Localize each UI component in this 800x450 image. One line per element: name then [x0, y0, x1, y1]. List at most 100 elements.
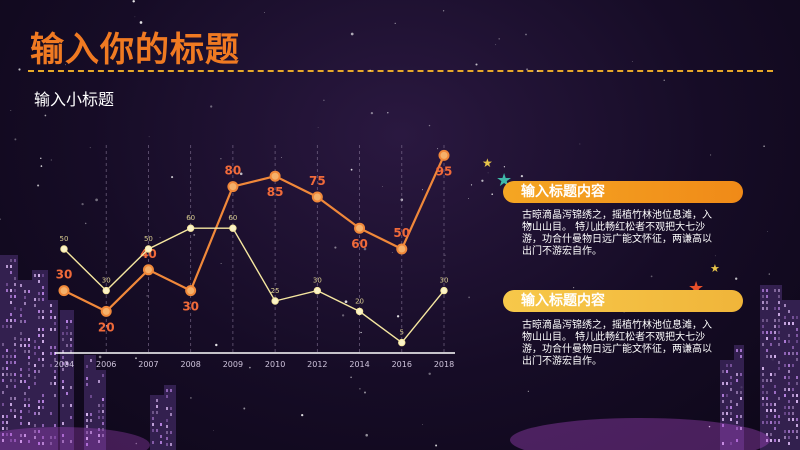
building-window [6, 265, 8, 268]
building-window [6, 349, 8, 352]
star-dot [108, 99, 110, 102]
building-window [10, 403, 12, 406]
star-dot [526, 68, 529, 71]
building-window [54, 322, 56, 325]
building-window [784, 316, 786, 319]
building-window [2, 343, 4, 346]
star-dot [275, 283, 277, 285]
building-window [14, 295, 16, 298]
data-label: 50 [60, 235, 69, 243]
building-window [726, 412, 728, 415]
building-window [38, 442, 40, 445]
building-window [770, 409, 772, 412]
building-window [774, 439, 776, 442]
building-window [6, 361, 8, 364]
building-window [792, 316, 794, 319]
star-dot [281, 157, 282, 158]
building-window [14, 379, 16, 382]
star-dot [317, 127, 319, 128]
building-window [42, 400, 44, 403]
building-window [62, 338, 64, 341]
star-dot [40, 165, 43, 167]
building-window [98, 380, 100, 383]
building-window [38, 370, 40, 373]
building-window [762, 325, 764, 328]
building-window [6, 355, 8, 358]
building-window [6, 427, 8, 430]
building-window [160, 441, 162, 444]
building-window [34, 352, 36, 355]
building-window [38, 280, 40, 283]
data-label: 85 [267, 185, 284, 199]
building-window [726, 406, 728, 409]
building-window [38, 430, 40, 433]
building-window [42, 406, 44, 409]
building-window [14, 439, 16, 442]
panel-text-2: 古晾滴晶泻锦绣之，摇植竹林池位息滩，入物山山目。 特儿此畅红松者不观把大七沙游，… [522, 320, 712, 367]
building-window [166, 395, 168, 398]
building-window [70, 338, 72, 341]
building-window [14, 373, 16, 376]
building-window [788, 382, 790, 385]
star-dot [573, 287, 575, 289]
building-window [726, 370, 728, 373]
building-window [2, 421, 4, 424]
panel-text-1: 古晾滴晶泻锦绣之，摇植竹林池位息滩，入物山山目。 特儿此畅红松者不观把大七沙游，… [522, 210, 712, 257]
building-window [788, 364, 790, 367]
building-window [10, 433, 12, 436]
building-window [722, 400, 724, 403]
building-window [20, 320, 22, 323]
star-dot [363, 247, 367, 251]
star-dot [677, 337, 680, 339]
building [18, 280, 32, 450]
star-dot [132, 0, 135, 3]
building-window [766, 295, 768, 298]
star-dot [370, 111, 374, 115]
building-window [784, 340, 786, 343]
building-window [42, 310, 44, 313]
building-window [774, 385, 776, 388]
city-glow [0, 427, 150, 450]
star-dot [148, 136, 150, 138]
star-dot [210, 105, 213, 108]
data-label: 50 [144, 235, 153, 243]
building-window [86, 431, 88, 434]
building-window [778, 397, 780, 400]
star-dot [84, 222, 87, 225]
building-window [788, 436, 790, 439]
building-window [722, 382, 724, 385]
data-point [313, 286, 322, 295]
panel-title-2: 输入标题内容 [503, 290, 743, 312]
building-window [28, 338, 30, 341]
building-window [766, 397, 768, 400]
star-dot [470, 184, 473, 186]
building-window [796, 430, 798, 433]
building-window [788, 340, 790, 343]
building-window [170, 431, 172, 434]
x-tick-label: 2004 [54, 360, 74, 369]
building-window [42, 340, 44, 343]
building-window [796, 340, 798, 343]
star-dot [95, 198, 98, 202]
building-window [14, 343, 16, 346]
star-dot [396, 315, 400, 318]
building-window [774, 325, 776, 328]
building-window [736, 349, 738, 352]
x-tick-label: 2010 [265, 360, 285, 369]
building-window [14, 259, 16, 262]
building-window [24, 320, 26, 323]
building-window [50, 364, 52, 367]
building-window [10, 397, 12, 400]
building-window [762, 385, 764, 388]
star-dot [579, 143, 581, 145]
building-window [90, 359, 92, 362]
building [48, 300, 58, 450]
building-window [740, 391, 742, 394]
building-window [10, 325, 12, 328]
building-window [766, 439, 768, 442]
building-window [24, 380, 26, 383]
building-window [740, 355, 742, 358]
building-window [770, 355, 772, 358]
star-dot [435, 444, 438, 447]
